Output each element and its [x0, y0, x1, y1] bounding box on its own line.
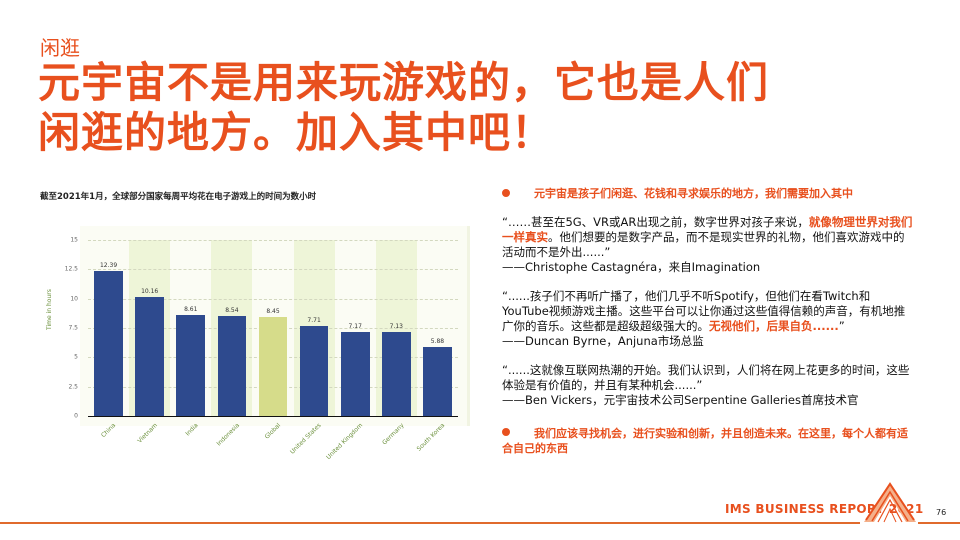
bar-value-label: 12.39 — [99, 261, 118, 269]
bar-value-label: 7.71 — [307, 316, 321, 324]
quote-2-highlight: 无视他们，后果自负...... — [709, 319, 839, 333]
bar-india — [176, 314, 206, 416]
gridline — [88, 298, 458, 300]
bullet-text-1: 元宇宙是孩子们闲逛、花钱和寻求娱乐的地方，我们需要加入其中 — [534, 187, 853, 200]
bullet-point-1: 元宇宙是孩子们闲逛、花钱和寻求娱乐的地方，我们需要加入其中 — [502, 186, 914, 201]
footer-rule-right — [918, 522, 960, 524]
gridline — [88, 269, 458, 271]
y-tick-label: 10 — [70, 295, 78, 303]
quote-2-text: “......孩子们不再听广播了，他们几乎不听Spotify，但他们在看Twit… — [502, 289, 914, 334]
bar-value-label: 10.16 — [141, 287, 159, 295]
quote-2-post: ” — [838, 319, 845, 333]
y-tick-label: 2.5 — [68, 383, 78, 391]
bar-value-label: 8.61 — [184, 305, 198, 313]
bar-value-label: 7.13 — [389, 323, 403, 331]
title-line-2: 闲逛的地方。加入其中吧！ — [38, 108, 555, 157]
right-panel: 元宇宙是孩子们闲逛、花钱和寻求娱乐的地方，我们需要加入其中 “……甚至在5G、V… — [502, 186, 914, 456]
title-line-1: 元宇宙不是用来玩游戏的，它也是人们 — [38, 58, 770, 107]
quote-2-attribution: ——Duncan Byrne，Anjuna市场总监 — [502, 334, 704, 348]
quote-1-post: 。他们想要的是数字产品，而不是现实世界的礼物，他们喜欢游戏中的活动而不是外出..… — [502, 230, 905, 259]
y-axis-label: Time in hours — [46, 289, 53, 330]
quote-1-text: “……甚至在5G、VR或AR出现之前，数字世界对孩子来说，就像物理世界对我们一样… — [502, 215, 914, 260]
y-tick-label: 7.5 — [68, 324, 78, 332]
x-axis-line — [88, 416, 458, 417]
x-tick-label: United Kingdom — [325, 422, 365, 462]
section-kicker: 闲逛 — [40, 36, 80, 60]
bar-united-states — [299, 325, 329, 416]
page-title: 元宇宙不是用来玩游戏的，它也是人们 闲逛的地方。加入其中吧！ — [38, 58, 769, 158]
bar-value-label: 7.17 — [348, 322, 362, 330]
quote-2: “......孩子们不再听广播了，他们几乎不听Spotify，但他们在看Twit… — [502, 289, 914, 349]
bar-china — [94, 270, 123, 416]
bar-global — [258, 316, 288, 416]
quote-3: “......这就像互联网热潮的开始。我们认识到，人们将在网上花更多的时间，这些… — [502, 363, 914, 408]
chart-caption: 截至2021年1月，全球部分国家每周平均花在电子游戏上的时间为数小时 — [40, 192, 317, 202]
x-tick-label: South Korea — [415, 422, 447, 453]
bullet-point-2: 我们应该寻找机会，进行实验和创新，并且创造未来。在这里，每个人都有适合自己的东西 — [502, 426, 914, 456]
quote-1-highlight: 就像物理世界对我们一样真实 — [502, 215, 913, 244]
bar-indonesia — [217, 315, 247, 416]
bar-south-korea — [423, 347, 452, 416]
bar-value-label: 8.45 — [266, 307, 280, 315]
x-tick-label: United States — [289, 422, 324, 456]
bullet-dot-icon — [502, 189, 510, 197]
quote-1: “……甚至在5G、VR或AR出现之前，数字世界对孩子来说，就像物理世界对我们一样… — [502, 215, 914, 275]
quote-2-pre: “......孩子们不再听广播了，他们几乎不听Spotify，但他们在看Twit… — [502, 289, 906, 333]
y-tick-label: 12.5 — [64, 265, 78, 273]
bar-value-label: 5.88 — [430, 338, 445, 345]
y-tick-label: 0 — [74, 412, 78, 420]
quote-1-attribution: ——Christophe Castagnéra，来自Imagination — [502, 260, 761, 274]
bar-vietnam — [135, 296, 165, 416]
page-number: 76 — [936, 508, 947, 517]
bullet-text-2: 我们应该寻找机会，进行实验和创新，并且创造未来。在这里，每个人都有适合自己的东西 — [502, 427, 908, 455]
footer-rule — [0, 522, 860, 524]
bar-chart: 0 2.5 5 7.5 10 12.5 15 12.39 China 10.16 Vietnam 8.… — [40, 220, 470, 462]
bullet-dot-icon — [502, 428, 510, 436]
bar-united-kingdom — [340, 331, 370, 416]
ims-logo-icon — [864, 482, 916, 523]
quote-3-attribution: ——Ben Vickers，元宇宙技术公司Serpentine Gallerie… — [502, 393, 859, 407]
bar-germany — [381, 332, 411, 416]
bar-value-label: 8.54 — [225, 306, 239, 314]
y-tick-label: 5 — [74, 353, 78, 361]
quote-3-text: “......这就像互联网热潮的开始。我们认识到，人们将在网上花更多的时间，这些… — [502, 363, 910, 392]
y-tick-label: 15 — [70, 236, 78, 244]
quote-1-pre: “……甚至在5G、VR或AR出现之前，数字世界对孩子来说， — [502, 215, 809, 229]
gridline — [88, 240, 458, 241]
